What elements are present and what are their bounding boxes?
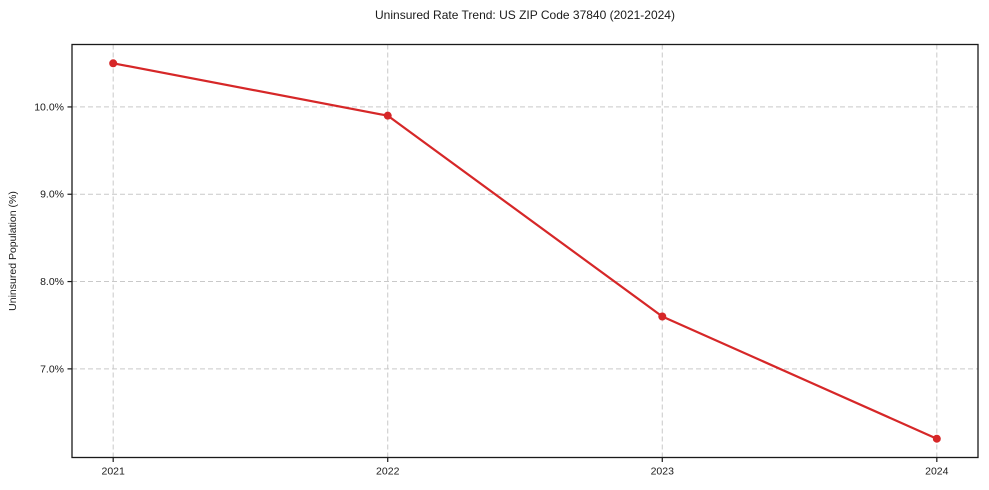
data-point	[109, 59, 118, 68]
y-tick-label: 10.0%	[34, 101, 64, 113]
x-tick-label: 2024	[925, 466, 949, 478]
y-tick-label: 9.0%	[40, 189, 64, 201]
y-tick-label: 8.0%	[40, 276, 64, 288]
x-tick-label: 2022	[376, 466, 400, 478]
y-tick-label: 7.0%	[40, 363, 64, 375]
x-tick-label: 2023	[651, 466, 675, 478]
data-point	[658, 312, 667, 321]
axes-border	[71, 43, 979, 459]
trend-line	[112, 62, 938, 440]
x-tick-label: 2021	[102, 466, 126, 478]
data-point	[932, 434, 941, 443]
data-point	[383, 111, 392, 120]
chart-title: Uninsured Rate Trend: US ZIP Code 37840 …	[375, 8, 675, 22]
